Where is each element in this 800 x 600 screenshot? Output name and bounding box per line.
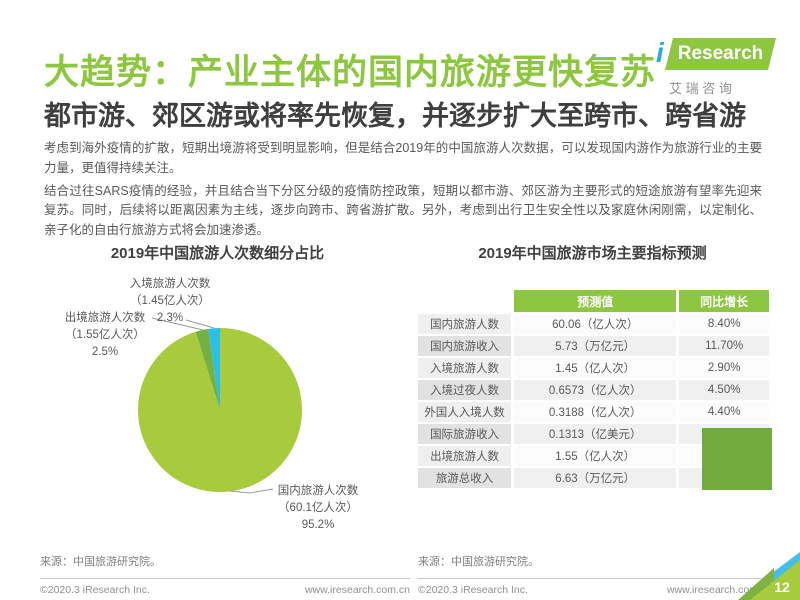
pie-label-outbound-pct: 2.5%	[91, 346, 119, 358]
row-value: 0.1313（亿美元）	[514, 424, 677, 444]
row-label: 国内旅游收入	[418, 336, 512, 356]
page-subtitle: 都市游、郊区游或将率先恢复，并逐步扩大至跨市、跨省游	[44, 101, 746, 131]
website-left: www.iresearch.com.cn	[304, 584, 410, 596]
table-row: 入境旅游人数 1.45（亿人次） 2.90%	[418, 358, 769, 378]
row-label: 入境旅游人数	[418, 358, 512, 378]
logo-wordmark: Research	[677, 43, 764, 64]
pie-label-domestic-pct: 95.2%	[301, 519, 335, 531]
footer-divider-right	[418, 578, 772, 579]
leader-line-inbound	[185, 319, 215, 329]
table-header-row: 预测值 同比增长	[418, 290, 772, 490]
row-label: 国际旅游收入	[418, 424, 512, 444]
table-row: 国内旅游收入 5.73（万亿元） 11.70%	[418, 336, 769, 356]
pie-chart-svg	[137, 317, 302, 494]
pie-label-inbound-name: 入境旅游人次数	[129, 278, 211, 290]
leader-line-outbound	[151, 317, 204, 331]
leader-line-domestic	[229, 488, 274, 494]
table-row: 入境过夜人数 0.6573（亿人次） 4.50%	[418, 380, 769, 400]
page-number: 12	[774, 579, 790, 595]
logo-i-letter: i	[656, 37, 664, 68]
footer-right: 来源：中国旅游研究院。 ©2020.3 iResearch Inc. www.i…	[418, 553, 772, 596]
table-title: 2019年中国旅游市场主要指标预测	[478, 245, 707, 262]
iresearch-logo-mark: i Research	[656, 37, 776, 72]
row-value: 6.63（万亿元）	[514, 468, 677, 488]
pie-label-domestic-name: 国内旅游人次数	[277, 485, 359, 497]
forecast-table: 预测值 同比增长 国内旅游人数 60.06（亿人次） 8.40% 国内旅游收入 …	[415, 288, 772, 490]
pie-slice-inbound	[208, 328, 220, 410]
table-header-forecast: 预测值	[514, 290, 677, 312]
pie-label-inbound-pct: 2.3%	[156, 312, 184, 324]
intro-paragraph-2: 结合过往SARS疫情的经验，并且结合当下分区分级的疫情防控政策，短期以都市游、郊…	[44, 183, 762, 238]
iresearch-logo: i Research 艾 瑞 咨 询	[656, 37, 776, 97]
row-growth: 2.90%	[679, 358, 769, 378]
pie-chart-title: 2019年中国旅游人次数细分占比	[110, 245, 325, 262]
footer-left: 来源：中国旅游研究院。 ©2020.3 iResearch Inc. www.i…	[40, 553, 410, 596]
pie-label-outbound-value: （1.55亿人次）	[65, 329, 145, 341]
row-value: 0.6573（亿人次）	[514, 380, 677, 400]
source-note-right: 来源：中国旅游研究院。	[418, 556, 539, 568]
table-row: 国内旅游人数 60.06（亿人次） 8.40%	[418, 314, 769, 334]
pie-label-domestic: 国内旅游人次数 （60.1亿人次） 95.2%	[258, 483, 378, 534]
intro-text: 考虑到海外疫情的扩散，短期出境游将受到明显影响，但是结合2019年的中国旅游人次…	[44, 139, 762, 241]
row-growth: 8.40%	[679, 314, 769, 334]
table-header-growth: 同比增长	[679, 290, 769, 312]
row-label: 国内旅游人数	[418, 314, 512, 334]
corner-light-green-triangle	[750, 560, 800, 600]
row-growth: 11.70%	[679, 336, 769, 356]
page-corner-decoration: 12	[738, 552, 800, 600]
pie-slice-outbound	[195, 328, 220, 410]
row-label: 外国人入境人数	[418, 402, 512, 422]
pie-slice-domestic	[137, 328, 302, 492]
copyright-right: ©2020.3 iResearch Inc.	[418, 584, 528, 596]
page-title: 大趋势：产业主体的国内旅游更快复苏	[44, 53, 657, 92]
pie-label-outbound: 出境旅游人次数 （1.55亿人次） 2.5%	[40, 310, 170, 361]
pie-label-inbound: 入境旅游人次数 （1.45亿人次） 2.3%	[100, 276, 240, 327]
website-right: www.iresearch.com.cn	[666, 584, 772, 596]
row-value: 60.06（亿人次）	[514, 314, 677, 334]
footer-divider-left	[40, 578, 410, 579]
row-value: 0.3188（亿人次）	[514, 402, 677, 422]
row-label: 入境过夜人数	[418, 380, 512, 400]
row-label: 出境旅游人数	[418, 446, 512, 466]
row-value: 1.45（亿人次）	[514, 358, 677, 378]
table-header-corner	[702, 428, 772, 490]
table-row: 外国人入境人数 0.3188（亿人次） 4.40%	[418, 402, 769, 422]
logo-cn-name: 艾 瑞 咨 询	[669, 81, 732, 96]
intro-paragraph-1: 考虑到海外疫情的扩散，短期出境游将受到明显影响，但是结合2019年的中国旅游人次…	[44, 141, 762, 175]
pie-label-inbound-value: （1.45亿人次）	[130, 295, 210, 307]
source-note-left: 来源：中国旅游研究院。	[40, 556, 161, 568]
pie-label-domestic-value: （60.1亿人次）	[278, 502, 358, 514]
row-growth: 4.50%	[679, 380, 769, 400]
pie-chart: 入境旅游人次数 （1.45亿人次） 2.3% 出境旅游人次数 （1.55亿人次）…	[40, 240, 395, 540]
row-growth: 4.40%	[679, 402, 769, 422]
pie-label-outbound-name: 出境旅游人次数	[64, 312, 146, 324]
copyright-left: ©2020.3 iResearch Inc.	[40, 584, 150, 596]
logo-green-parallelogram: Research	[665, 38, 776, 70]
row-label: 旅游总收入	[418, 468, 512, 488]
row-value: 1.55（亿人次）	[514, 446, 677, 466]
row-value: 5.73（万亿元）	[514, 336, 677, 356]
